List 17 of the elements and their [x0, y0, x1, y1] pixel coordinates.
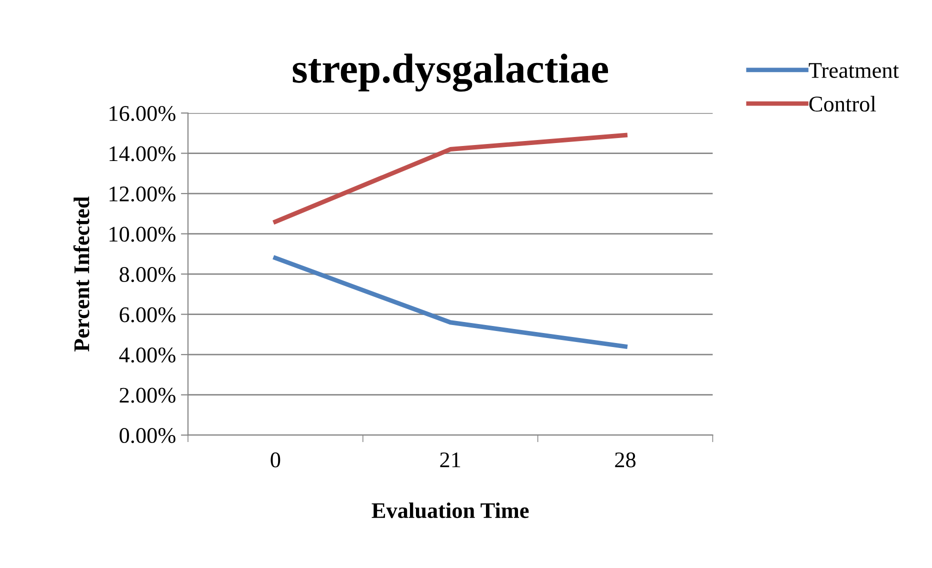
x-tick-label: 28 [615, 452, 636, 468]
y-tick-label: 0.00% [120, 428, 176, 444]
y-tick-label: 10.00% [110, 226, 176, 242]
x-axis-title: Evaluation Time [372, 502, 529, 518]
y-tick-label: 16.00% [110, 106, 176, 122]
y-tick-label: 6.00% [120, 307, 176, 322]
y-tick-label: 2.00% [120, 388, 176, 403]
legend-label: Control [809, 96, 876, 112]
y-tick-label: 4.00% [119, 348, 176, 363]
y-axis-title: Percent Infected [73, 196, 90, 352]
x-tick-label: 21 [440, 452, 460, 468]
legend-label: Treatment [808, 63, 899, 78]
y-tick-label: 8.00% [120, 266, 176, 282]
y-tick-label: 12.00% [110, 186, 176, 202]
y-tick-label: 14.00% [110, 146, 176, 162]
x-tick-label: 0 [270, 452, 280, 468]
chart-title: strep.dysgalactiae [292, 54, 608, 92]
